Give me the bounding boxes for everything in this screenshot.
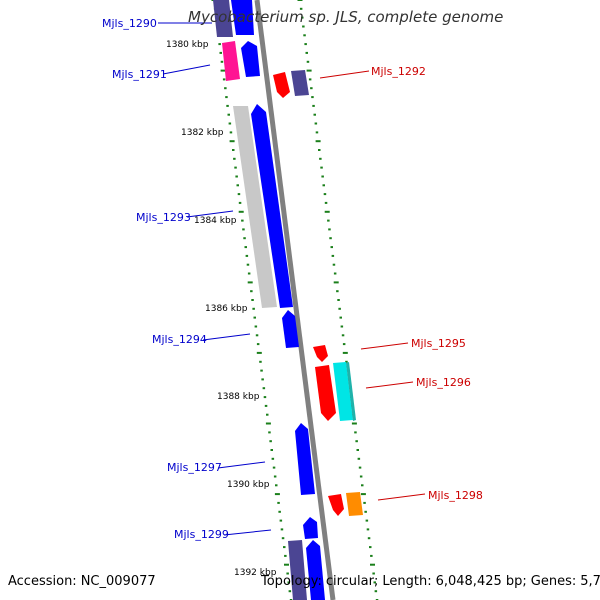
label-line-mjls-1294 bbox=[202, 333, 251, 341]
gene-label-mjls-1294[interactable]: Mjls_1294 bbox=[152, 333, 207, 346]
label-line-mjls-1295 bbox=[360, 342, 409, 350]
topology-label: Topology: bbox=[261, 574, 322, 589]
label-line-mjls-1298 bbox=[377, 493, 426, 501]
accession-info: Accession: NC_009077 bbox=[8, 574, 156, 589]
gene-mjls-1296-arrow[interactable] bbox=[315, 365, 336, 421]
label-line-mjls-1292 bbox=[319, 70, 370, 79]
label-line-mjls-1299 bbox=[223, 529, 272, 536]
gene-mjls-1298-arrow[interactable] bbox=[328, 494, 344, 516]
gene-label-mjls-1290[interactable]: Mjls_1290 bbox=[102, 17, 157, 30]
gene-mjls-1290-segment[interactable] bbox=[213, 0, 233, 37]
gene-mjls-1290-segment-b[interactable] bbox=[231, 0, 254, 35]
scale-ticks-right bbox=[297, 0, 379, 600]
gene-label-mjls-1297[interactable]: Mjls_1297 bbox=[167, 461, 222, 474]
gene-mjls-1301-arrow[interactable] bbox=[306, 540, 325, 600]
gene-label-mjls-1295[interactable]: Mjls_1295 bbox=[411, 337, 466, 350]
gene-label-mjls-1298[interactable]: Mjls_1298 bbox=[428, 489, 483, 502]
genes-label: Genes: bbox=[530, 574, 577, 589]
scale-label-1380: 1380 kbp bbox=[166, 40, 209, 50]
gene-mjls-1294-arrow[interactable] bbox=[282, 310, 299, 348]
accession-label: Accession: bbox=[8, 574, 77, 589]
gene-mjls-1293-grey-bar[interactable] bbox=[233, 106, 277, 308]
gene-mjls-1293-arrow[interactable] bbox=[251, 104, 293, 308]
gene-mjls-1296b-cyan-bar[interactable] bbox=[333, 362, 353, 421]
gene-mjls-1296c-cyan-bar[interactable] bbox=[346, 362, 356, 421]
genes-value: 5,796 bbox=[580, 574, 600, 589]
gene-label-mjls-1291[interactable]: Mjls_1291 bbox=[112, 68, 167, 81]
gene-mjls-1298b-segment[interactable] bbox=[346, 492, 363, 516]
gene-mjls-1299-arrow[interactable] bbox=[303, 517, 318, 539]
scale-label-1392: 1392 kbp bbox=[234, 568, 277, 578]
gene-mjls-1295-arrow[interactable] bbox=[313, 345, 328, 362]
gene-mjls-1300-segment[interactable] bbox=[288, 540, 307, 600]
length-label: Length: bbox=[382, 574, 432, 589]
scale-label-1382: 1382 kbp bbox=[181, 128, 224, 138]
label-line-mjls-1293 bbox=[186, 210, 234, 218]
gene-mjls-1291b-arrow[interactable] bbox=[241, 41, 260, 77]
gene-mjls-1292b-segment[interactable] bbox=[291, 70, 309, 96]
genome-title: Mycobacterium sp. JLS, complete genome bbox=[188, 8, 504, 26]
genome-backbone bbox=[254, 0, 336, 600]
genome-stats: Topology: circular; Length: 6,048,425 bp; Ge… bbox=[261, 574, 600, 589]
gene-label-mjls-1292[interactable]: Mjls_1292 bbox=[371, 65, 426, 78]
scale-label-1390: 1390 kbp bbox=[227, 480, 270, 490]
gene-mjls-1292-arrow[interactable] bbox=[273, 72, 290, 98]
scale-label-1386: 1386 kbp bbox=[205, 304, 248, 314]
label-line-mjls-1291 bbox=[162, 64, 211, 75]
gene-label-mjls-1296[interactable]: Mjls_1296 bbox=[416, 376, 471, 389]
gene-label-mjls-1293[interactable]: Mjls_1293 bbox=[136, 211, 191, 224]
gene-label-mjls-1299[interactable]: Mjls_1299 bbox=[174, 528, 229, 541]
label-line-mjls-1296 bbox=[365, 381, 414, 389]
scale-ticks-left bbox=[211, 0, 293, 600]
length-value: 6,048,425 bp; bbox=[435, 574, 527, 589]
gene-mjls-1297-arrow[interactable] bbox=[295, 423, 315, 495]
scale-label-1388: 1388 kbp bbox=[217, 392, 260, 402]
gene-mjls-1291-arrow[interactable] bbox=[222, 41, 240, 81]
topology-value: circular; bbox=[325, 574, 379, 589]
scale-label-1384: 1384 kbp bbox=[194, 216, 237, 226]
accession-value: NC_009077 bbox=[80, 574, 156, 589]
label-line-mjls-1297 bbox=[217, 461, 266, 469]
